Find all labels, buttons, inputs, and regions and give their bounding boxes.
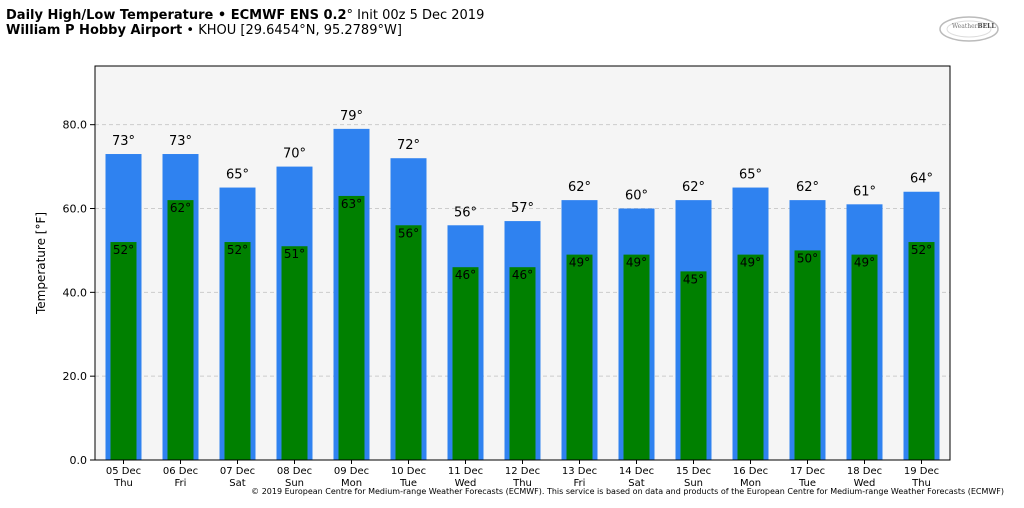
low-temp-bar (509, 267, 536, 460)
x-tick-date: 14 Dec (619, 466, 654, 477)
y-tick-label: 20.0 (63, 370, 88, 383)
low-temp-bar (566, 254, 593, 460)
x-tick-weekday: Fri (175, 478, 187, 489)
station-location: • KHOU [29.6454°N, 95.2789°W] (182, 23, 402, 38)
x-tick-weekday: Tue (399, 478, 417, 489)
x-tick-weekday: Mon (740, 478, 761, 489)
x-tick-weekday: Thu (911, 478, 931, 489)
high-temp-label: 65° (226, 168, 249, 183)
y-tick-label: 0.0 (70, 454, 88, 467)
high-temp-label: 72° (397, 138, 420, 153)
low-temp-label: 52° (911, 243, 932, 257)
high-temp-label: 65° (739, 168, 762, 183)
x-tick-date: 18 Dec (847, 466, 882, 477)
low-temp-label: 56° (398, 226, 419, 240)
x-tick-weekday: Wed (455, 478, 477, 489)
y-tick-label: 80.0 (63, 119, 88, 132)
x-tick-weekday: Mon (341, 478, 362, 489)
x-tick-date: 07 Dec (220, 466, 255, 477)
title-line-1: Daily High/Low Temperature • ECMWF ENS 0… (6, 8, 484, 23)
data-labels: 73° 52° 73° 62° 65° 52° 70° 51° 79° 63° 72° 56° 56° 4… (112, 109, 933, 287)
x-tick-date: 10 Dec (391, 466, 426, 477)
x-tick-weekday: Thu (512, 478, 532, 489)
low-temp-bar (908, 242, 935, 460)
copyright-notice: © 2019 European Centre for Medium-range … (251, 487, 1004, 496)
logo-text: WeatherBELL (952, 23, 996, 30)
x-tick-date: 06 Dec (163, 466, 198, 477)
chart-header: Daily High/Low Temperature • ECMWF ENS 0… (6, 8, 484, 38)
high-temp-label: 57° (511, 201, 534, 216)
bars (105, 128, 940, 461)
low-temp-label: 63° (341, 197, 362, 211)
x-tick-weekday: Sat (229, 478, 245, 489)
high-temp-label: 62° (568, 180, 591, 195)
x-tick-date: 11 Dec (448, 466, 483, 477)
low-temp-bar (452, 267, 479, 460)
x-tick-date: 16 Dec (733, 466, 768, 477)
low-temp-label: 52° (113, 243, 134, 257)
high-temp-label: 56° (454, 205, 477, 220)
low-temp-bar (110, 242, 137, 460)
y-tick-label: 60.0 (63, 203, 88, 216)
low-temp-label: 50° (797, 251, 818, 265)
low-temp-label: 45° (683, 272, 704, 286)
low-temp-bar (224, 242, 251, 460)
x-tick-weekday: Sun (285, 478, 304, 489)
low-temp-bar (281, 246, 308, 460)
low-temp-bar (737, 254, 764, 460)
high-temp-label: 60° (625, 189, 648, 204)
low-temp-label: 52° (227, 243, 248, 257)
high-temp-label: 64° (910, 172, 933, 187)
low-temp-label: 51° (284, 247, 305, 261)
title-line-2: William P Hobby Airport • KHOU [29.6454°… (6, 23, 484, 38)
high-temp-label: 62° (682, 180, 705, 195)
high-temp-label: 70° (283, 147, 306, 162)
x-tick-date: 13 Dec (562, 466, 597, 477)
low-temp-label: 62° (170, 201, 191, 215)
chart-title: Daily High/Low Temperature • ECMWF ENS 0… (6, 8, 347, 23)
x-tick-weekday: Tue (798, 478, 816, 489)
x-tick-date: 15 Dec (676, 466, 711, 477)
low-temp-bar (623, 254, 650, 460)
weatherbell-logo-icon: WeatherBELL (938, 14, 1000, 44)
x-tick-weekday: Thu (113, 478, 133, 489)
x-tick-date: 12 Dec (505, 466, 540, 477)
low-temp-bar (794, 250, 821, 460)
high-temp-label: 73° (112, 134, 135, 149)
x-tick-weekday: Sun (684, 478, 703, 489)
x-tick-weekday: Wed (854, 478, 876, 489)
low-temp-label: 49° (626, 256, 647, 270)
high-temp-label: 79° (340, 109, 363, 124)
x-tick-date: 17 Dec (790, 466, 825, 477)
low-temp-bar (680, 271, 707, 460)
y-axis: 0.0 20.0 40.0 60.0 80.0 (63, 119, 95, 467)
y-tick-label: 40.0 (63, 286, 88, 299)
x-tick-weekday: Fri (574, 478, 586, 489)
low-temp-label: 49° (854, 256, 875, 270)
high-temp-label: 61° (853, 184, 876, 199)
init-time: ° Init 00z 5 Dec 2019 (346, 8, 485, 23)
low-temp-label: 49° (740, 256, 761, 270)
low-temp-bar (851, 254, 878, 460)
high-temp-label: 73° (169, 134, 192, 149)
x-tick-date: 19 Dec (904, 466, 939, 477)
low-temp-label: 46° (455, 268, 476, 282)
x-tick-date: 05 Dec (106, 466, 141, 477)
low-temp-label: 49° (569, 256, 590, 270)
y-axis-label: Temperature [°F] (34, 212, 48, 315)
station-name: William P Hobby Airport (6, 23, 183, 38)
x-tick-date: 08 Dec (277, 466, 312, 477)
high-temp-label: 62° (796, 180, 819, 195)
low-temp-bar (395, 225, 422, 460)
low-temp-label: 46° (512, 268, 533, 282)
low-temp-bar (167, 200, 194, 460)
x-tick-date: 09 Dec (334, 466, 369, 477)
low-temp-bar (338, 195, 365, 461)
x-tick-weekday: Sat (628, 478, 644, 489)
